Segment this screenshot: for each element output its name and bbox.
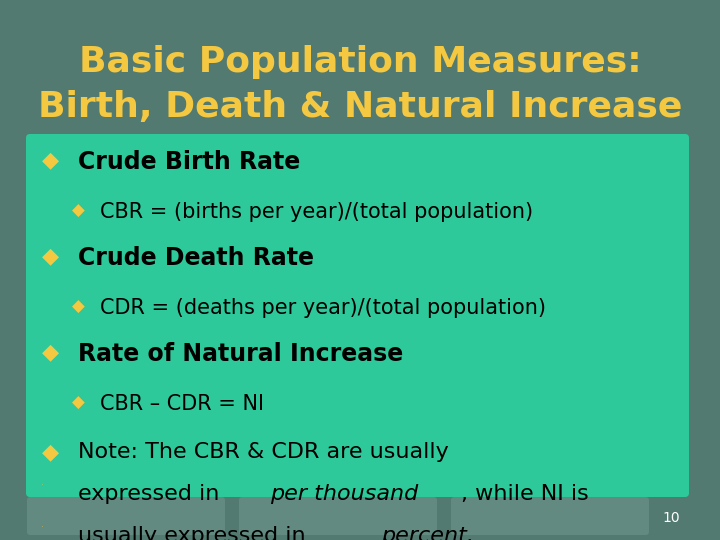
Text: Basic Population Measures:: Basic Population Measures: xyxy=(78,45,642,79)
FancyBboxPatch shape xyxy=(27,497,225,535)
FancyBboxPatch shape xyxy=(451,497,649,535)
FancyBboxPatch shape xyxy=(26,134,689,497)
Text: Rate of Natural Increase: Rate of Natural Increase xyxy=(78,342,403,366)
Text: ◆: ◆ xyxy=(42,442,59,462)
Text: CDR = (deaths per year)/(total population): CDR = (deaths per year)/(total populatio… xyxy=(100,298,546,318)
Text: CBR – CDR = NI: CBR – CDR = NI xyxy=(100,394,264,414)
Text: Note: The CBR & CDR are usually: Note: The CBR & CDR are usually xyxy=(78,442,449,462)
Text: , while NI is: , while NI is xyxy=(461,484,589,504)
Text: ◆: ◆ xyxy=(42,246,59,266)
Text: ◆: ◆ xyxy=(72,394,85,412)
Text: CBR = (births per year)/(total population): CBR = (births per year)/(total populatio… xyxy=(100,202,533,222)
FancyBboxPatch shape xyxy=(239,497,437,535)
Text: ◆: ◆ xyxy=(42,342,59,362)
Text: 10: 10 xyxy=(662,511,680,525)
Text: Crude Birth Rate: Crude Birth Rate xyxy=(78,150,300,174)
Text: ◆: ◆ xyxy=(72,202,85,220)
Text: Birth, Death & Natural Increase: Birth, Death & Natural Increase xyxy=(38,90,682,124)
Text: per thousand: per thousand xyxy=(269,484,418,504)
Text: Crude Death Rate: Crude Death Rate xyxy=(78,246,314,270)
Text: expressed in: expressed in xyxy=(78,484,227,504)
Text: usually expressed in: usually expressed in xyxy=(78,526,312,540)
Text: ◆: ◆ xyxy=(72,298,85,316)
Text: percent.: percent. xyxy=(381,526,474,540)
Text: ◆: ◆ xyxy=(42,484,43,485)
Text: ◆: ◆ xyxy=(42,150,59,170)
Text: ◆: ◆ xyxy=(42,526,43,527)
